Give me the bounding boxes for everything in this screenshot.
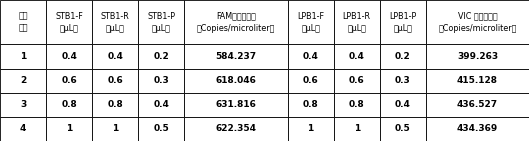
Text: 0.4: 0.4 xyxy=(303,52,318,61)
Text: 0.4: 0.4 xyxy=(395,100,411,109)
Text: STB1-R
（μL）: STB1-R （μL） xyxy=(101,12,130,33)
Text: 0.8: 0.8 xyxy=(303,100,318,109)
Bar xyxy=(139,93,185,117)
Bar xyxy=(288,44,334,69)
Text: 434.369: 434.369 xyxy=(457,124,498,133)
Text: 0.2: 0.2 xyxy=(395,52,411,61)
Text: 0.2: 0.2 xyxy=(153,52,169,61)
Text: 631.816: 631.816 xyxy=(216,100,257,109)
Text: 0.8: 0.8 xyxy=(349,100,364,109)
Bar xyxy=(139,0,185,44)
Text: 0.4: 0.4 xyxy=(61,52,77,61)
Text: 0.6: 0.6 xyxy=(61,76,77,85)
Bar xyxy=(185,117,288,141)
Bar xyxy=(426,93,529,117)
Text: 436.527: 436.527 xyxy=(457,100,498,109)
Bar xyxy=(334,0,380,44)
Bar xyxy=(334,93,380,117)
Text: 0.6: 0.6 xyxy=(107,76,123,85)
Bar xyxy=(380,44,426,69)
Text: LPB1-F
（μL）: LPB1-F （μL） xyxy=(297,12,324,33)
Bar xyxy=(380,0,426,44)
Bar xyxy=(185,0,288,44)
Text: 618.046: 618.046 xyxy=(216,76,257,85)
Text: 3: 3 xyxy=(20,100,26,109)
Text: 0.4: 0.4 xyxy=(107,52,123,61)
Bar xyxy=(380,69,426,93)
Bar xyxy=(185,69,288,93)
Text: 1: 1 xyxy=(307,124,314,133)
Bar xyxy=(288,117,334,141)
Bar xyxy=(380,93,426,117)
Bar xyxy=(334,44,380,69)
Bar xyxy=(92,0,139,44)
Bar xyxy=(139,44,185,69)
Text: 1: 1 xyxy=(112,124,118,133)
Text: 0.6: 0.6 xyxy=(349,76,364,85)
Text: 0.5: 0.5 xyxy=(153,124,169,133)
Text: 0.8: 0.8 xyxy=(107,100,123,109)
Text: 399.263: 399.263 xyxy=(457,52,498,61)
Text: STB1-F
（μL）: STB1-F （μL） xyxy=(56,12,83,33)
Text: LPB1-R
（μL）: LPB1-R （μL） xyxy=(343,12,371,33)
Bar xyxy=(426,117,529,141)
Bar xyxy=(0,69,46,93)
Bar xyxy=(426,44,529,69)
Bar xyxy=(185,44,288,69)
Bar xyxy=(185,93,288,117)
Text: STB1-P
（μL）: STB1-P （μL） xyxy=(148,12,176,33)
Text: 1: 1 xyxy=(20,52,26,61)
Bar xyxy=(46,44,92,69)
Text: 2: 2 xyxy=(20,76,26,85)
Bar xyxy=(288,93,334,117)
Bar xyxy=(92,69,139,93)
Bar xyxy=(0,93,46,117)
Text: 584.237: 584.237 xyxy=(215,52,257,61)
Bar xyxy=(288,0,334,44)
Text: 1: 1 xyxy=(353,124,360,133)
Bar xyxy=(334,117,380,141)
Bar xyxy=(46,0,92,44)
Bar xyxy=(288,69,334,93)
Text: 0.8: 0.8 xyxy=(61,100,77,109)
Bar xyxy=(380,117,426,141)
Text: 组合
编号: 组合 编号 xyxy=(19,12,28,33)
Text: 1: 1 xyxy=(66,124,72,133)
Bar xyxy=(0,117,46,141)
Text: 0.5: 0.5 xyxy=(395,124,411,133)
Bar xyxy=(0,0,46,44)
Text: 0.6: 0.6 xyxy=(303,76,318,85)
Bar xyxy=(334,69,380,93)
Text: LPB1-P
（μL）: LPB1-P （μL） xyxy=(389,12,416,33)
Bar xyxy=(139,117,185,141)
Bar xyxy=(92,93,139,117)
Bar xyxy=(426,0,529,44)
Text: FAM通道检测值
（Copies/microliter）: FAM通道检测值 （Copies/microliter） xyxy=(197,12,275,33)
Bar xyxy=(46,69,92,93)
Text: VIC 通道检测值
（Copies/microliter）: VIC 通道检测值 （Copies/microliter） xyxy=(438,12,517,33)
Text: 4: 4 xyxy=(20,124,26,133)
Text: 415.128: 415.128 xyxy=(457,76,498,85)
Text: 0.4: 0.4 xyxy=(349,52,364,61)
Bar xyxy=(0,44,46,69)
Bar xyxy=(92,117,139,141)
Bar xyxy=(426,69,529,93)
Text: 0.3: 0.3 xyxy=(395,76,411,85)
Text: 0.4: 0.4 xyxy=(153,100,169,109)
Bar xyxy=(92,44,139,69)
Bar xyxy=(139,69,185,93)
Text: 0.3: 0.3 xyxy=(153,76,169,85)
Text: 622.354: 622.354 xyxy=(215,124,257,133)
Bar xyxy=(46,117,92,141)
Bar xyxy=(46,93,92,117)
